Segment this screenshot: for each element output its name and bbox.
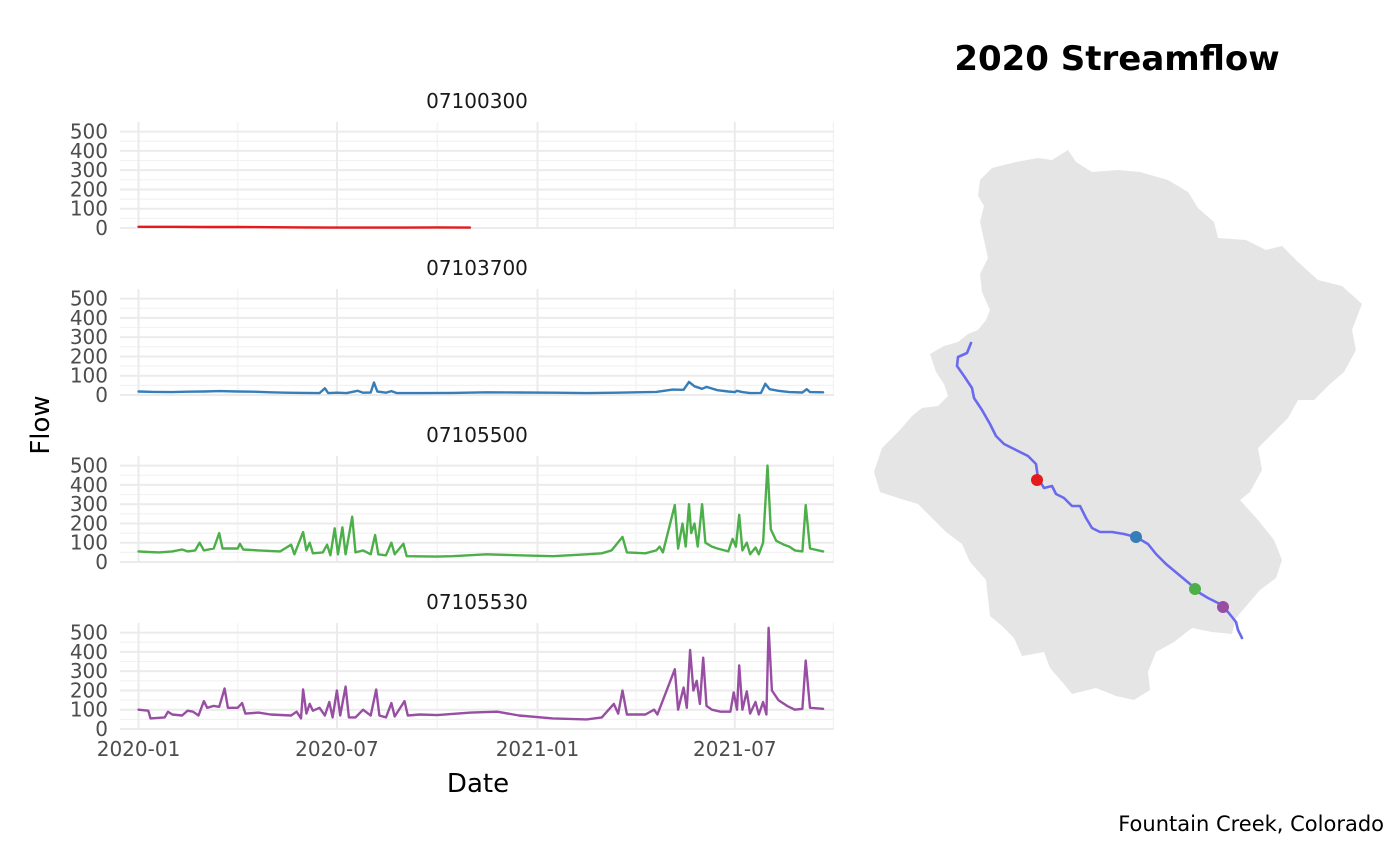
facet-title: 07105530 (426, 590, 528, 614)
y-tick-label: 200 (70, 344, 108, 368)
y-tick-label: 300 (70, 659, 108, 683)
y-tick-label: 100 (70, 698, 108, 722)
y-tick-label: 300 (70, 325, 108, 349)
y-tick-label: 400 (70, 640, 108, 664)
watershed-map (874, 150, 1362, 700)
y-tick-label: 100 (70, 364, 108, 388)
gauge-marker-07105500 (1189, 583, 1201, 595)
y-tick-label: 100 (70, 531, 108, 555)
gauge-marker-07103700 (1130, 531, 1142, 543)
basin-polygon (874, 150, 1362, 700)
y-tick-label: 500 (70, 621, 108, 645)
facet-title: 07103700 (426, 256, 528, 280)
facet-panels: 0100200300400500071003000100200300400500… (70, 89, 835, 761)
y-tick-label: 0 (95, 550, 108, 574)
gauge-markers (1031, 474, 1229, 613)
x-tick-label: 2020-07 (295, 737, 379, 761)
y-tick-label: 100 (70, 197, 108, 221)
y-tick-label: 300 (70, 492, 108, 516)
gauge-marker-07100300 (1031, 474, 1043, 486)
y-axis-title: Flow (26, 395, 56, 454)
y-tick-label: 400 (70, 306, 108, 330)
x-axis-title: Date (447, 769, 509, 799)
y-tick-label: 200 (70, 177, 108, 201)
facet-title: 07100300 (426, 89, 528, 113)
gauge-marker-07105530 (1217, 601, 1229, 613)
facet-title: 07105500 (426, 423, 528, 447)
y-tick-label: 0 (95, 383, 108, 407)
y-tick-label: 500 (70, 454, 108, 478)
x-tick-label: 2021-07 (693, 737, 777, 761)
y-tick-label: 500 (70, 120, 108, 144)
y-tick-label: 0 (95, 216, 108, 240)
x-tick-label: 2021-01 (496, 737, 580, 761)
series-line-07105500 (137, 464, 825, 558)
y-tick-label: 200 (70, 511, 108, 535)
series-line-07100300 (137, 225, 472, 229)
x-axis: 2020-01 2020-07 2021-01 2021-07 (97, 737, 777, 761)
y-tick-label: 0 (95, 717, 108, 741)
y-tick-label: 400 (70, 473, 108, 497)
y-tick-label: 300 (70, 158, 108, 182)
map-caption: Fountain Creek, Colorado (1118, 812, 1384, 836)
map-title: 2020 Streamflow (954, 39, 1279, 79)
x-tick-label: 2020-01 (97, 737, 181, 761)
series-line-07105530 (137, 626, 825, 721)
series-line-07103700 (137, 380, 825, 395)
y-tick-label: 400 (70, 139, 108, 163)
y-tick-label: 200 (70, 678, 108, 702)
y-tick-label: 500 (70, 287, 108, 311)
